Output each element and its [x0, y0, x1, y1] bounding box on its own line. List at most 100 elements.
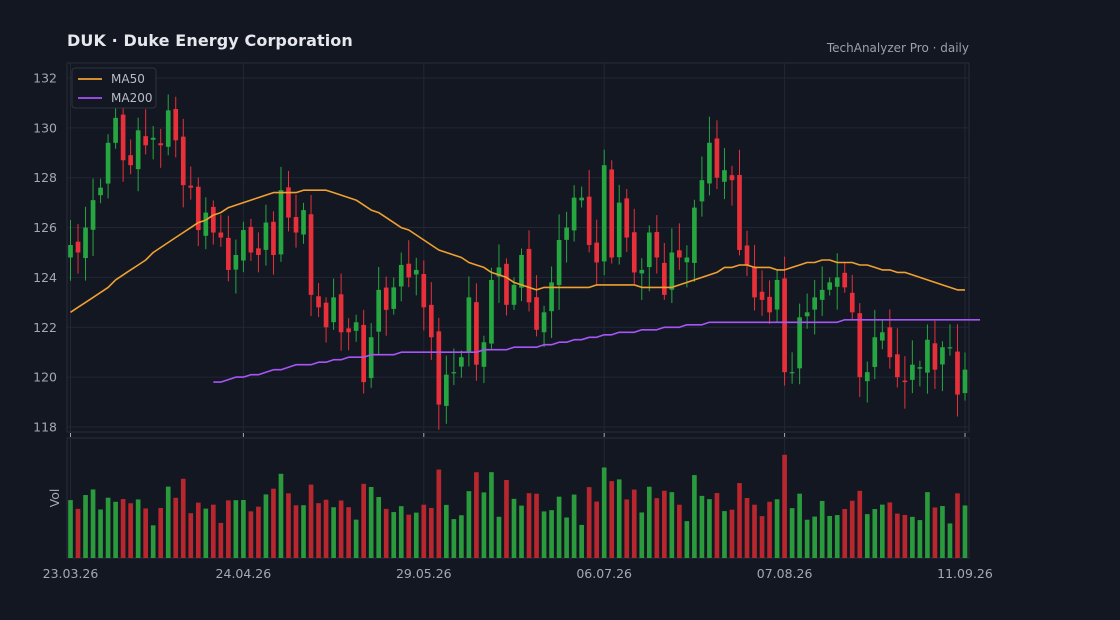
candle-body: [150, 137, 156, 140]
volume-bar: [940, 506, 945, 558]
volume-bar: [83, 495, 88, 558]
candle-body: [962, 369, 968, 394]
candle-body: [767, 296, 772, 313]
volume-bar: [767, 501, 772, 558]
volume-bar: [331, 507, 336, 558]
y-tick-label: 122: [33, 320, 57, 335]
volume-bar: [571, 494, 577, 558]
volume-bar: [519, 505, 524, 558]
candle-body: [782, 278, 787, 373]
candle-body: [466, 297, 472, 353]
y-tick-label: 128: [33, 170, 57, 185]
y-tick-label: 118: [33, 420, 57, 435]
volume-bar: [353, 519, 359, 558]
candle-body: [128, 155, 133, 166]
volume-bar: [699, 495, 705, 558]
candle-body: [361, 324, 366, 383]
candle-body: [564, 227, 569, 240]
volume-bar: [879, 504, 885, 558]
candle-body: [271, 221, 276, 255]
volume-bar: [797, 493, 802, 558]
candle-body: [722, 170, 727, 182]
candle-body: [398, 264, 404, 287]
volume-bar: [669, 492, 675, 558]
candle-body: [639, 269, 645, 274]
y-tick-label: 120: [33, 370, 57, 385]
candle-body: [804, 312, 810, 317]
candle-body: [451, 372, 457, 374]
price-panel-frame: [66, 62, 970, 433]
volume-bar: [707, 499, 712, 558]
candle-body: [233, 254, 239, 270]
candle-body: [428, 304, 434, 338]
volume-bar: [165, 486, 171, 558]
volume-bar: [90, 489, 96, 558]
candle-body: [526, 248, 532, 303]
legend-label: MA200: [111, 91, 152, 105]
volume-bar: [932, 507, 938, 558]
volume-bar: [376, 497, 382, 558]
chart-title: DUK · Duke Energy Corporation: [67, 31, 353, 50]
volume-bar: [872, 509, 878, 558]
candle-body: [895, 354, 900, 378]
candle-body: [383, 287, 389, 310]
volume-bar: [947, 523, 953, 558]
candle-body: [879, 332, 885, 341]
candle-body: [489, 279, 494, 344]
candle-body: [699, 180, 705, 202]
candle-body: [68, 245, 73, 258]
candle-body: [391, 287, 397, 309]
volume-bar: [541, 511, 547, 558]
volume-bar: [534, 493, 539, 558]
volume-bar: [759, 516, 765, 558]
volume-bar: [293, 505, 299, 558]
volume-bar: [308, 484, 314, 558]
volume-bar: [631, 489, 637, 558]
candle-body: [834, 277, 840, 287]
candle-body: [616, 202, 622, 258]
volume-bar: [729, 509, 735, 558]
candle-body: [376, 289, 382, 332]
ma200-line: [213, 318, 980, 383]
candle-body: [353, 322, 359, 331]
candle-body: [947, 347, 953, 349]
candle-body: [113, 117, 118, 143]
candle-body: [256, 248, 261, 255]
volume-bar: [301, 505, 306, 558]
volume-bar: [150, 525, 156, 558]
x-tick-label: 06.07.26: [576, 566, 632, 581]
volume-bar: [654, 498, 660, 558]
volume-bar: [158, 507, 164, 558]
volume-bar: [887, 502, 893, 558]
volume-bar: [526, 493, 532, 558]
volume-bar: [677, 504, 682, 558]
volume-bar: [113, 501, 118, 558]
volume-bar: [120, 499, 126, 558]
candle-body: [293, 216, 299, 233]
candle-body: [105, 142, 111, 184]
candle-body: [203, 212, 209, 236]
x-tick-label: 07.08.26: [757, 566, 813, 581]
candle-body: [729, 175, 735, 181]
x-tick-label: 11.09.26: [937, 566, 993, 581]
volume-bar: [98, 509, 103, 558]
x-tick-label: 29.05.26: [396, 566, 452, 581]
volume-bar: [864, 514, 870, 558]
price-panel: 118 120 122 124 126 128 130 132: [33, 62, 980, 437]
candle-body: [684, 257, 690, 263]
candle-body: [541, 312, 547, 333]
candle-body: [135, 130, 141, 170]
volume-bar: [774, 499, 780, 558]
candle-body: [248, 226, 254, 253]
candle-body: [744, 245, 750, 265]
candle-body: [338, 294, 344, 333]
candle-body: [812, 297, 817, 310]
candle-body: [601, 165, 607, 262]
candle-body: [278, 190, 284, 255]
candle-body: [549, 282, 554, 312]
volume-bar: [459, 515, 464, 558]
ma50-line: [70, 189, 965, 313]
candle-body: [511, 284, 517, 305]
candle-body: [308, 214, 314, 295]
candle-body: [692, 207, 697, 263]
